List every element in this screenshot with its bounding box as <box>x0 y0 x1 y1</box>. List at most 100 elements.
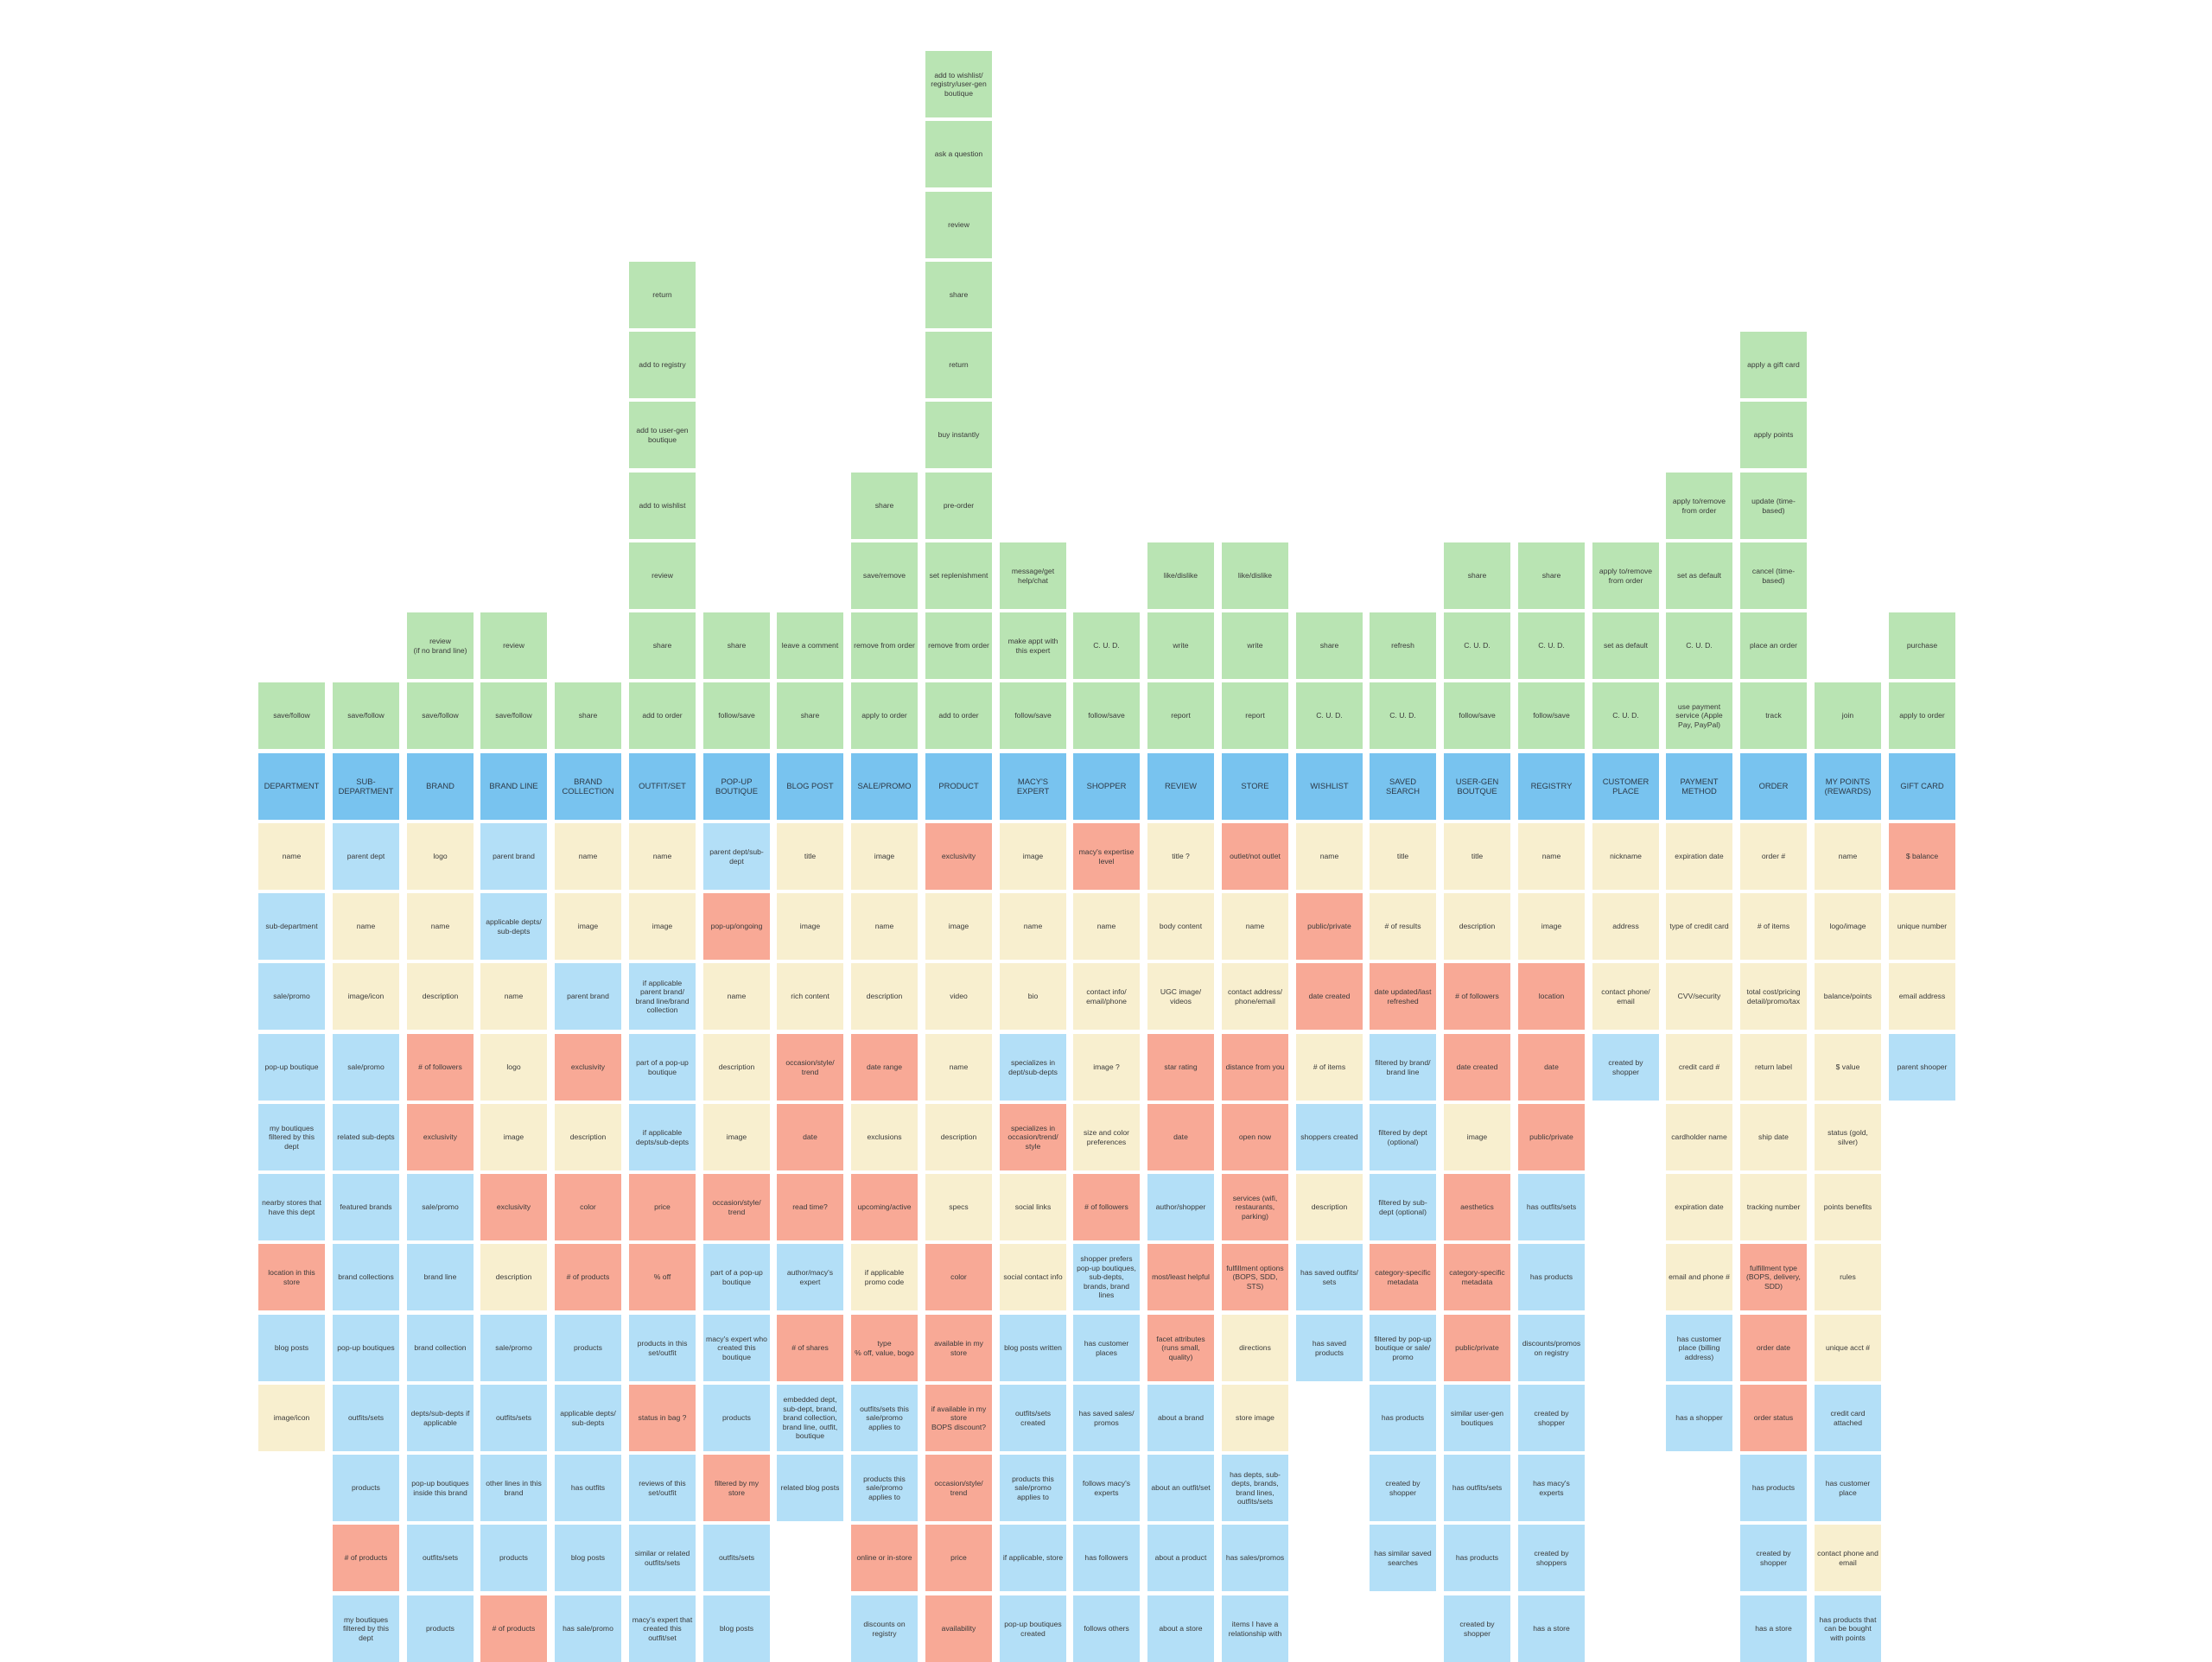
filter-attribute-note[interactable]: status in bag ? <box>629 1385 696 1451</box>
relationship-note[interactable]: has products <box>1370 1385 1436 1451</box>
relationship-note[interactable]: has products that can be bought with poi… <box>1815 1595 1881 1662</box>
relationship-note[interactable]: products <box>555 1315 621 1381</box>
property-note[interactable]: image <box>851 823 918 890</box>
property-note[interactable]: rules <box>1815 1244 1881 1310</box>
property-note[interactable]: unique number <box>1889 893 1955 960</box>
relationship-note[interactable]: brand collection <box>407 1315 474 1381</box>
property-note[interactable]: ship date <box>1740 1104 1807 1170</box>
filter-attribute-note[interactable]: if available in my store BOPS discount? <box>925 1385 992 1451</box>
relationship-note[interactable]: created by shopper <box>1592 1034 1659 1101</box>
action-note[interactable]: message/get help/chat <box>1000 542 1066 609</box>
relationship-note[interactable]: follows others <box>1073 1595 1140 1662</box>
action-note[interactable]: place an order <box>1740 612 1807 679</box>
action-note[interactable]: share <box>629 612 696 679</box>
property-note[interactable]: image <box>1444 1104 1510 1170</box>
property-note[interactable]: name <box>1296 823 1363 890</box>
relationship-note[interactable]: products in this set/outfit <box>629 1315 696 1381</box>
property-note[interactable]: image ? <box>1073 1034 1140 1101</box>
relationship-note[interactable]: has customer place <box>1815 1455 1881 1521</box>
relationship-note[interactable]: shopper prefers pop-up boutiques, sub-de… <box>1073 1244 1140 1310</box>
filter-attribute-note[interactable]: color <box>925 1244 992 1310</box>
action-note[interactable]: share <box>851 473 918 539</box>
relationship-note[interactable]: featured brands <box>333 1174 399 1240</box>
property-note[interactable]: description <box>1444 893 1510 960</box>
filter-attribute-note[interactable]: date created <box>1296 963 1363 1030</box>
property-note[interactable]: social links <box>1000 1174 1066 1240</box>
property-note[interactable]: name <box>480 963 547 1030</box>
filter-attribute-note[interactable]: color <box>555 1174 621 1240</box>
entity-header-note[interactable]: SAVED SEARCH <box>1370 753 1436 820</box>
action-note[interactable]: review <box>629 542 696 609</box>
property-note[interactable]: description <box>703 1034 770 1101</box>
action-note[interactable]: add to user-gen boutique <box>629 402 696 468</box>
relationship-note[interactable]: pop-up boutiques inside this brand <box>407 1455 474 1521</box>
relationship-note[interactable]: if applicable parent brand/ brand line/b… <box>629 963 696 1030</box>
filter-attribute-note[interactable]: pop-up/ongoing <box>703 893 770 960</box>
filter-attribute-note[interactable]: exclusivity <box>480 1174 547 1240</box>
entity-header-note[interactable]: SUB- DEPARTMENT <box>333 753 399 820</box>
filter-attribute-note[interactable]: # of followers <box>1444 963 1510 1030</box>
relationship-note[interactable]: discounts on registry <box>851 1595 918 1662</box>
property-note[interactable]: logo <box>480 1034 547 1101</box>
property-note[interactable]: # of results <box>1370 893 1436 960</box>
relationship-note[interactable]: products <box>333 1455 399 1521</box>
action-note[interactable]: update (time-based) <box>1740 473 1807 539</box>
relationship-note[interactable]: filtered by pop-up boutique or sale/ pro… <box>1370 1315 1436 1381</box>
property-note[interactable]: name <box>407 893 474 960</box>
action-note[interactable]: apply to order <box>851 682 918 749</box>
relationship-note[interactable]: has outfits <box>555 1455 621 1521</box>
property-note[interactable]: image <box>777 893 843 960</box>
action-note[interactable]: use payment service (Apple Pay, PayPal) <box>1666 682 1732 749</box>
relationship-note[interactable]: has outfits/sets <box>1444 1455 1510 1521</box>
filter-attribute-note[interactable]: price <box>925 1525 992 1591</box>
property-note[interactable]: title ? <box>1147 823 1214 890</box>
relationship-note[interactable]: has customer place (billing address) <box>1666 1315 1732 1381</box>
filter-attribute-note[interactable]: date <box>777 1104 843 1170</box>
relationship-note[interactable]: has saved outfits/ sets <box>1296 1244 1363 1310</box>
filter-attribute-note[interactable]: available in my store <box>925 1315 992 1381</box>
action-note[interactable]: share <box>925 262 992 328</box>
entity-header-note[interactable]: MY POINTS (REWARDS) <box>1815 753 1881 820</box>
action-note[interactable]: remove from order <box>851 612 918 679</box>
action-note[interactable]: share <box>703 612 770 679</box>
filter-attribute-note[interactable]: order date <box>1740 1315 1807 1381</box>
relationship-note[interactable]: created by shopper <box>1444 1595 1510 1662</box>
action-note[interactable]: purchase <box>1889 612 1955 679</box>
property-note[interactable]: size and color preferences <box>1073 1104 1140 1170</box>
property-note[interactable]: name <box>333 893 399 960</box>
action-note[interactable]: return <box>925 332 992 398</box>
relationship-note[interactable]: outfits/sets <box>333 1385 399 1451</box>
property-note[interactable]: social contact info <box>1000 1244 1066 1310</box>
relationship-note[interactable]: specializes in dept/sub-depts <box>1000 1034 1066 1101</box>
action-note[interactable]: pre-order <box>925 473 992 539</box>
relationship-note[interactable]: products <box>480 1525 547 1591</box>
action-note[interactable]: return <box>629 262 696 328</box>
relationship-note[interactable]: about a brand <box>1147 1385 1214 1451</box>
property-note[interactable]: body content <box>1147 893 1214 960</box>
relationship-note[interactable]: outfits/sets <box>407 1525 474 1591</box>
property-note[interactable]: UGC image/ videos <box>1147 963 1214 1030</box>
entity-header-note[interactable]: OUTFIT/SET <box>629 753 696 820</box>
property-note[interactable]: title <box>777 823 843 890</box>
relationship-note[interactable]: created by shopper <box>1740 1525 1807 1591</box>
property-note[interactable]: name <box>629 823 696 890</box>
relationship-note[interactable]: blog posts <box>258 1315 325 1381</box>
action-note[interactable]: C. U. D. <box>1518 612 1585 679</box>
property-note[interactable]: image <box>480 1104 547 1170</box>
relationship-note[interactable]: follows macy's experts <box>1073 1455 1140 1521</box>
property-note[interactable]: points benefits <box>1815 1174 1881 1240</box>
property-note[interactable]: credit card # <box>1666 1034 1732 1101</box>
filter-attribute-note[interactable]: filtered by my store <box>703 1455 770 1521</box>
entity-header-note[interactable]: GIFT CARD <box>1889 753 1955 820</box>
filter-attribute-note[interactable]: fulfillment options (BOPS, SDD, STS) <box>1222 1244 1288 1310</box>
filter-attribute-note[interactable]: upcoming/active <box>851 1174 918 1240</box>
relationship-note[interactable]: discounts/promos on registry <box>1518 1315 1585 1381</box>
property-note[interactable]: specs <box>925 1174 992 1240</box>
action-note[interactable]: follow/save <box>703 682 770 749</box>
action-note[interactable]: add to order <box>629 682 696 749</box>
action-note[interactable]: share <box>1518 542 1585 609</box>
filter-attribute-note[interactable]: # of shares <box>777 1315 843 1381</box>
entity-header-note[interactable]: WISHLIST <box>1296 753 1363 820</box>
action-note[interactable]: save/follow <box>407 682 474 749</box>
entity-header-note[interactable]: CUSTOMER PLACE <box>1592 753 1659 820</box>
